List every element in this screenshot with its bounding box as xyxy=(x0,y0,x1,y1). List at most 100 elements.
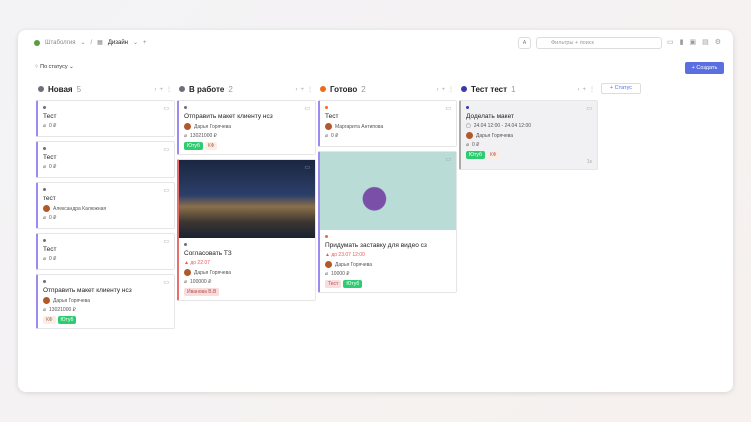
project-selector[interactable]: Дизайн xyxy=(107,39,128,46)
column-count: 5 xyxy=(76,84,82,94)
column-title: Тест тест xyxy=(471,84,508,94)
add-project-button[interactable]: + xyxy=(143,39,147,46)
tag: Тест xyxy=(325,280,342,288)
tag-icon: ⌀ xyxy=(325,133,329,139)
tag: Ютуб xyxy=(57,316,77,324)
archive-icon[interactable]: ▤ xyxy=(702,39,709,46)
column-count: 2 xyxy=(361,84,366,94)
avatar xyxy=(184,123,191,130)
status-dot xyxy=(325,235,328,238)
task-card[interactable]: ▭ Тест ⌀ 0 ₽ xyxy=(36,100,175,137)
price: ⌀ 13021000 ₽ xyxy=(184,133,217,139)
status-dot xyxy=(43,188,46,191)
card-type-icon: ▭ xyxy=(163,188,169,194)
price: ⌀ 0 ₽ xyxy=(43,164,57,170)
card-type-icon: ▭ xyxy=(163,147,169,153)
column-header: В работе 2 ‹+⋮ xyxy=(177,82,316,96)
tag: Иванова В.В xyxy=(184,288,220,296)
task-card[interactable]: ▭ Придумать заставку для видео сз ▲ до 23.… xyxy=(318,151,457,293)
status-dot xyxy=(179,86,185,92)
date-range: ▢ 24.04 12:00 - 24.04 12:00 xyxy=(466,123,532,129)
price: ⌀ 10000 ₽ xyxy=(325,271,350,277)
task-card[interactable]: ▭ Согласовать ТЗ ▲ до 22.07 Дарья Горячева ⌀… xyxy=(177,159,316,301)
tag-icon: ⌀ xyxy=(43,307,47,313)
gear-icon[interactable]: ⚙ xyxy=(714,39,722,46)
card-title: Доделать макет xyxy=(466,113,514,120)
price: ⌀ 0 ₽ xyxy=(466,142,480,148)
column-actions[interactable]: ‹+⋮ xyxy=(154,86,175,93)
group-icon: ⁘ xyxy=(34,64,41,70)
avatar xyxy=(184,269,191,276)
card-title: Тест xyxy=(43,246,57,253)
status-dot xyxy=(184,106,187,109)
task-card[interactable]: ▭ Тест ⌀ 0 ₽ xyxy=(36,233,175,270)
tag: Ютуб xyxy=(184,142,203,150)
task-card[interactable]: ▭ Отправить макет клиенту нсз Дарья Горяче… xyxy=(36,274,175,329)
chevron-down-icon: ⌄ xyxy=(80,40,86,46)
assignee: Дарья Горячева xyxy=(466,132,592,139)
board-icon: ▦ xyxy=(97,40,103,46)
price: ⌀ 0 ₽ xyxy=(43,256,57,262)
workspace-selector[interactable]: Штаболгия xyxy=(45,39,76,46)
column-title: Готово xyxy=(330,84,358,94)
tag-icon: ⌀ xyxy=(43,256,47,262)
group-by-selector[interactable]: ⁘ По статусу ⌄ xyxy=(34,64,74,70)
column-header: Новая 5 ‹+⋮ xyxy=(36,82,175,96)
chevron-down-icon: ⌄ xyxy=(133,40,139,46)
card-type-icon: ▭ xyxy=(445,106,451,112)
card-footer: 1s xyxy=(586,159,592,165)
calendar-icon[interactable]: ▣ xyxy=(689,39,697,46)
create-button[interactable]: + Создать xyxy=(685,62,724,74)
assignee: Дарья Горячева xyxy=(43,297,169,304)
column-actions[interactable]: ‹+⋮ xyxy=(295,86,316,93)
tag: КФ xyxy=(486,151,500,159)
due-date: ▲ до 23.07 12:00 xyxy=(325,252,365,258)
task-card[interactable]: ▭ Доделать макет ▢ 24.04 12:00 - 24.04 12:0… xyxy=(459,100,598,170)
tag: Ютуб xyxy=(343,280,363,288)
card-type-icon: ▭ xyxy=(163,280,169,286)
status-dot xyxy=(461,86,467,92)
card-type-icon: ▭ xyxy=(586,106,592,112)
view-icon[interactable]: ▭ xyxy=(667,39,674,46)
column-actions[interactable]: ‹+⋮ xyxy=(436,86,457,93)
column-1: В работе 2 ‹+⋮ ▭ Отправить макет клиенту нсз… xyxy=(177,82,316,301)
due-date: ▲ до 22.07 xyxy=(184,260,210,266)
column-2: Готово 2 ‹+⋮ ▭ Тест Маргарита Антипова ⌀ 0 ₽ ▭ Пр… xyxy=(318,82,457,293)
card-title: Тест xyxy=(43,113,57,120)
card-cover-image xyxy=(320,152,456,230)
text-format-button[interactable]: A xyxy=(518,37,531,49)
breadcrumb: Штаболгия ⌄ / ▦ Дизайн ⌄ + xyxy=(34,39,147,46)
task-card[interactable]: ▭ тест Александра Калюжная ⌀ 0 ₽ xyxy=(36,182,175,229)
search-input[interactable]: Фильтры + поиск xyxy=(536,37,662,49)
card-title: Согласовать ТЗ xyxy=(184,250,232,257)
add-status-button[interactable]: + Статус xyxy=(601,83,641,94)
status-dot xyxy=(325,106,328,109)
status-dot xyxy=(320,86,326,92)
task-card[interactable]: ▭ Отправить макет клиенту нсз Дарья Горяче… xyxy=(177,100,316,155)
price: ⌀ 100000 ₽ xyxy=(184,279,212,285)
tag-icon: ⌀ xyxy=(184,133,188,139)
avatar xyxy=(325,261,332,268)
task-card[interactable]: ▭ Тест Маргарита Антипова ⌀ 0 ₽ xyxy=(318,100,457,147)
card-title: Отправить макет клиенту нсз xyxy=(184,113,273,120)
column-header: Готово 2 ‹+⋮ xyxy=(318,82,457,96)
task-card[interactable]: ▭ Тест ⌀ 0 ₽ xyxy=(36,141,175,178)
card-type-icon: ▭ xyxy=(445,157,451,163)
calendar-icon: ▢ xyxy=(466,123,471,129)
column-count: 1 xyxy=(511,84,516,94)
column-actions[interactable]: ‹+⋮ xyxy=(577,86,598,93)
status-dot xyxy=(43,280,46,283)
tag-icon: ⌀ xyxy=(325,271,329,277)
price: ⌀ 0 ₽ xyxy=(43,215,57,221)
assignee: Дарья Горячева xyxy=(184,123,310,130)
card-type-icon: ▭ xyxy=(163,106,169,112)
chart-icon[interactable]: ▮ xyxy=(679,39,684,46)
tag-icon: ⌀ xyxy=(43,123,47,129)
separator: / xyxy=(90,39,93,46)
avatar xyxy=(43,205,50,212)
avatar xyxy=(325,123,332,130)
card-type-icon: ▭ xyxy=(304,106,310,112)
board-panel: Штаболгия ⌄ / ▦ Дизайн ⌄ + A Фильтры + пои… xyxy=(18,30,733,392)
status-dot xyxy=(43,239,46,242)
tag-icon: ⌀ xyxy=(43,164,47,170)
